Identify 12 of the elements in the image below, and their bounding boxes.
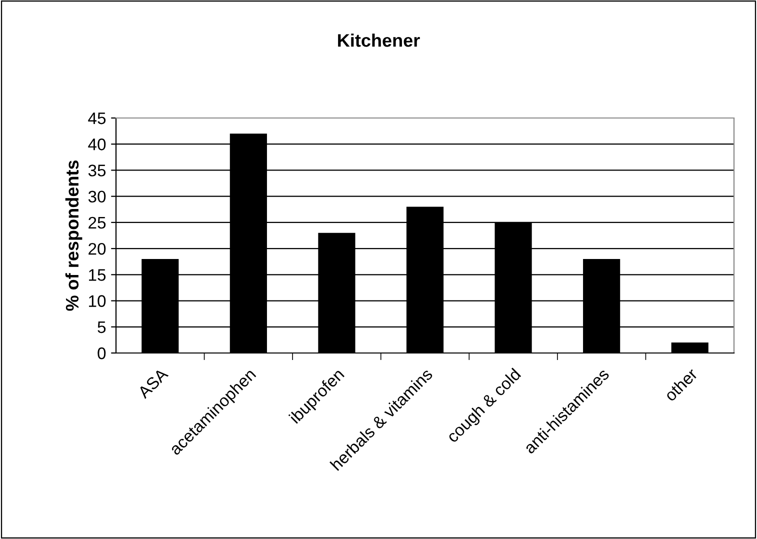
- y-tick-label: 45: [88, 112, 106, 124]
- y-tick-label: 5: [98, 321, 106, 334]
- y-tick-label: 10: [89, 295, 106, 307]
- y-tick-label: 30: [88, 190, 106, 203]
- y-tick-label: 35: [88, 164, 106, 176]
- chart-title: Kitchener: [338, 34, 420, 47]
- y-tick-label: 15: [89, 269, 106, 281]
- y-tick-label: 0: [98, 347, 106, 360]
- y-tick-label: 25: [88, 216, 106, 229]
- y-tick-label: 20: [88, 242, 106, 255]
- y-tick-label: 40: [88, 138, 106, 150]
- y-axis-title: % of respondents: [65, 160, 82, 311]
